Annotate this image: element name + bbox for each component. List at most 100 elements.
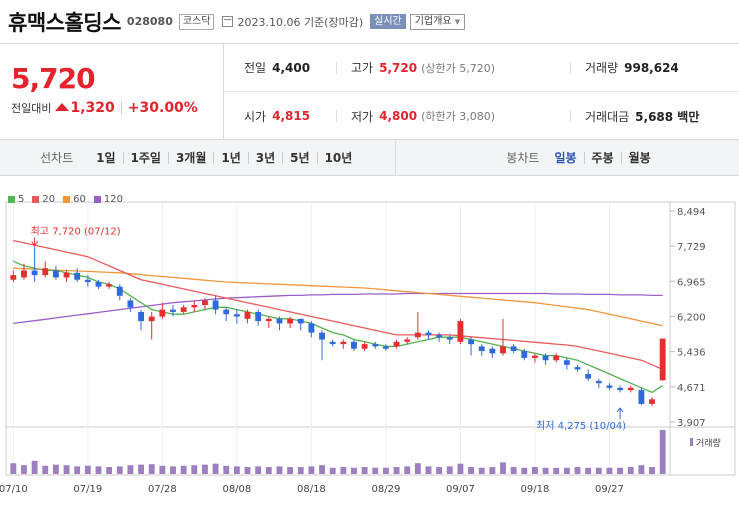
y-tick-label: 4,671: [677, 383, 706, 394]
period-3m[interactable]: 3개월: [167, 151, 213, 164]
period-1w[interactable]: 1주일: [122, 151, 168, 164]
volume-bar: [595, 467, 602, 474]
volume-bar: [500, 462, 506, 474]
stats-grid: 전일 4,400 고가 5,720 (상한가 5,720) 거래량 998,624 시가…: [224, 44, 739, 139]
candle-body: [585, 374, 592, 379]
volume-bar: [382, 467, 389, 474]
candle-body: [446, 337, 453, 340]
volume-bar: [659, 430, 666, 474]
volume-bar: [478, 467, 485, 474]
legend-label: 5: [18, 194, 25, 205]
chart-toolbar: 선차트 1일 1주일 3개월 1년 3년 5년 10년 봉차트 일봉 주봉 월봉: [0, 139, 739, 176]
candle-body: [202, 300, 208, 306]
volume-cell: 거래량 998,624: [564, 44, 739, 92]
candle-body: [382, 346, 389, 349]
volume-value: 998,624: [624, 60, 679, 75]
period-1d[interactable]: 1일: [96, 150, 116, 165]
amount-cell: 거래대금 5,688 백만: [564, 92, 739, 140]
volume-bar: [404, 466, 411, 474]
candle-body: [659, 338, 666, 381]
volume-bar: [84, 465, 91, 474]
prev-close-label: 전일: [244, 61, 267, 75]
volume-bar: [649, 467, 655, 474]
volume-bar: [574, 467, 581, 474]
volume-bar: [202, 464, 208, 474]
candle-body: [404, 339, 411, 342]
volume-bar: [617, 467, 624, 474]
candle-daily[interactable]: 일봉: [554, 150, 577, 165]
realtime-button[interactable]: 실시간: [370, 14, 406, 29]
candle-body: [127, 300, 134, 308]
period-3y[interactable]: 3년: [247, 151, 282, 164]
toolbar-divider: [395, 139, 397, 176]
candle-monthly[interactable]: 월봉: [620, 151, 658, 164]
volume-bar: [223, 465, 230, 474]
volume-label: 거래량: [585, 61, 619, 75]
volume-bar: [31, 460, 38, 474]
candle-body: [606, 385, 613, 388]
chevron-down-icon: ▼: [454, 17, 461, 26]
legend-label: 20: [42, 194, 56, 205]
candle-body: [191, 305, 198, 308]
candle-body: [212, 300, 219, 310]
change-amount: 1,320: [70, 100, 115, 116]
candle-body: [361, 344, 368, 349]
candle-body: [180, 307, 187, 312]
volume-bar: [585, 467, 592, 474]
legend-label: 120: [103, 194, 123, 205]
legend-swatch: [63, 196, 71, 203]
volume-bar: [329, 467, 336, 474]
candle-body: [510, 346, 517, 352]
legend-swatch: [8, 196, 15, 203]
lower-limit: (하한가 3,080): [421, 110, 495, 123]
candle-body: [63, 272, 70, 278]
price-box: 5,720 전일대비 1,320 +30.00%: [0, 44, 224, 139]
period-1y[interactable]: 1년: [213, 151, 247, 164]
volume-bar: [425, 466, 432, 474]
volume-bar: [116, 466, 123, 474]
high-cell: 고가 5,720 (상한가 5,720): [330, 44, 564, 92]
volume-bar: [532, 467, 538, 474]
candle-body: [595, 380, 602, 384]
x-tick-label: 09/07: [446, 484, 475, 495]
change-row: 전일대비 1,320 +30.00%: [11, 100, 223, 116]
x-tick-label: 08/29: [371, 484, 400, 495]
x-tick-label: 08/18: [297, 484, 326, 495]
candle-body: [95, 282, 102, 287]
period-10y[interactable]: 10년: [316, 151, 360, 164]
candle-weekly[interactable]: 주봉: [583, 151, 621, 164]
prev-close-value: 4,400: [272, 60, 311, 75]
candle-body: [233, 314, 240, 317]
candle-body: [372, 344, 379, 347]
candle-body: [638, 390, 645, 404]
low-label: 저가: [351, 109, 374, 124]
ma120-line: [13, 292, 663, 325]
open-label: 시가: [244, 109, 267, 124]
candle-body: [542, 355, 549, 361]
x-tick-label: 07/10: [0, 484, 28, 495]
candle-body: [478, 346, 485, 352]
volume-bar: [606, 467, 613, 474]
candle-body: [138, 311, 144, 322]
y-tick-label: 5,436: [677, 348, 706, 359]
candle-body: [308, 323, 315, 333]
volume-bar: [276, 466, 283, 474]
candle-body: [393, 341, 400, 347]
volume-bar: [457, 463, 464, 474]
candle-body: [42, 268, 49, 276]
candle-body: [74, 272, 81, 280]
period-5y[interactable]: 5년: [282, 151, 316, 164]
volume-bar: [233, 466, 240, 474]
candle-body: [468, 339, 474, 345]
company-overview-button[interactable]: 기업개요 ▼: [409, 13, 466, 30]
legend-ma20: 20: [32, 194, 55, 205]
candle-body: [223, 309, 230, 315]
volume-legend-swatch: [690, 438, 693, 446]
candle-body: [159, 309, 166, 317]
open-cell: 시가 4,815: [224, 92, 330, 140]
volume-bar: [308, 466, 315, 474]
divider: [120, 102, 122, 114]
ma5-line: [13, 260, 664, 394]
candle-body: [31, 270, 38, 276]
stock-chart: 8,494 7,729 6,965 6,200 5,436 4,671 3,907 07/10…: [0, 201, 736, 495]
